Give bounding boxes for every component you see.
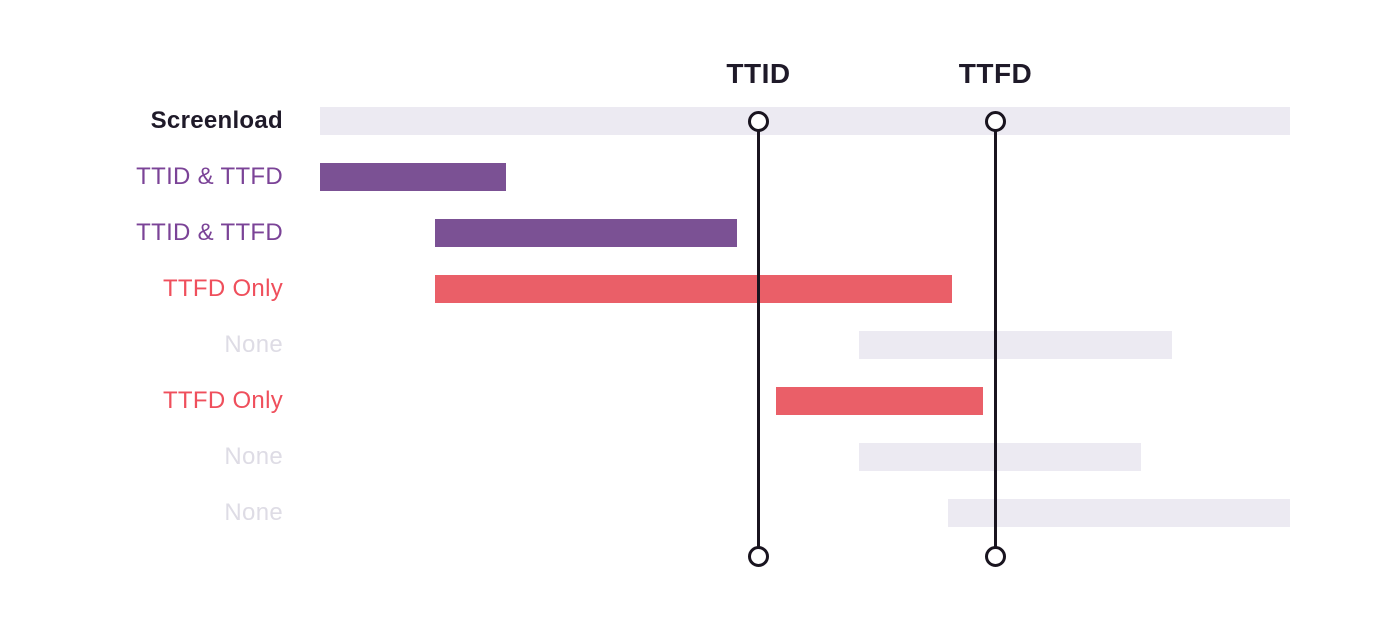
row-label-both-1: TTID & TTFD [136, 163, 283, 190]
row-label-none-6: None [224, 443, 283, 470]
span-bar-none-7 [948, 499, 1290, 527]
row-label-both-2: TTID & TTFD [136, 219, 283, 246]
row-label-none-4: None [224, 331, 283, 358]
ttfd-marker-label: TTFD [958, 58, 1033, 89]
span-bar-screenload-0 [320, 107, 1290, 135]
ttid-marker-circle-bottom [748, 545, 769, 567]
row-label-ttfd-only-5: TTFD Only [162, 387, 283, 414]
ttfd-marker-circle-top [985, 110, 1006, 132]
ttid-marker-circle-top [748, 110, 769, 132]
ttfd-marker-circle-bottom [985, 545, 1006, 567]
row-label-ttfd-only-3: TTFD Only [162, 275, 283, 302]
span-bar-ttfd-only-5 [776, 387, 983, 415]
ttid-marker-line [757, 121, 760, 556]
ttfd-marker-line [994, 121, 997, 556]
span-bar-both-1 [320, 163, 506, 191]
span-bar-both-2 [435, 219, 737, 247]
span-bar-none-6 [859, 443, 1141, 471]
row-label-none-7: None [224, 499, 283, 526]
span-bar-ttfd-only-3 [435, 275, 952, 303]
row-label-screenload-0: Screenload [150, 107, 283, 134]
ttid-marker-label: TTID [726, 58, 791, 89]
span-bar-none-4 [859, 331, 1172, 359]
